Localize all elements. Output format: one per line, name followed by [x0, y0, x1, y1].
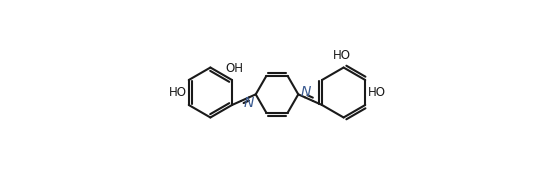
Text: OH: OH — [225, 62, 243, 75]
Text: HO: HO — [168, 86, 187, 99]
Text: HO: HO — [367, 86, 386, 99]
Text: N: N — [243, 96, 254, 110]
Text: HO: HO — [333, 49, 351, 62]
Text: N: N — [300, 85, 311, 99]
